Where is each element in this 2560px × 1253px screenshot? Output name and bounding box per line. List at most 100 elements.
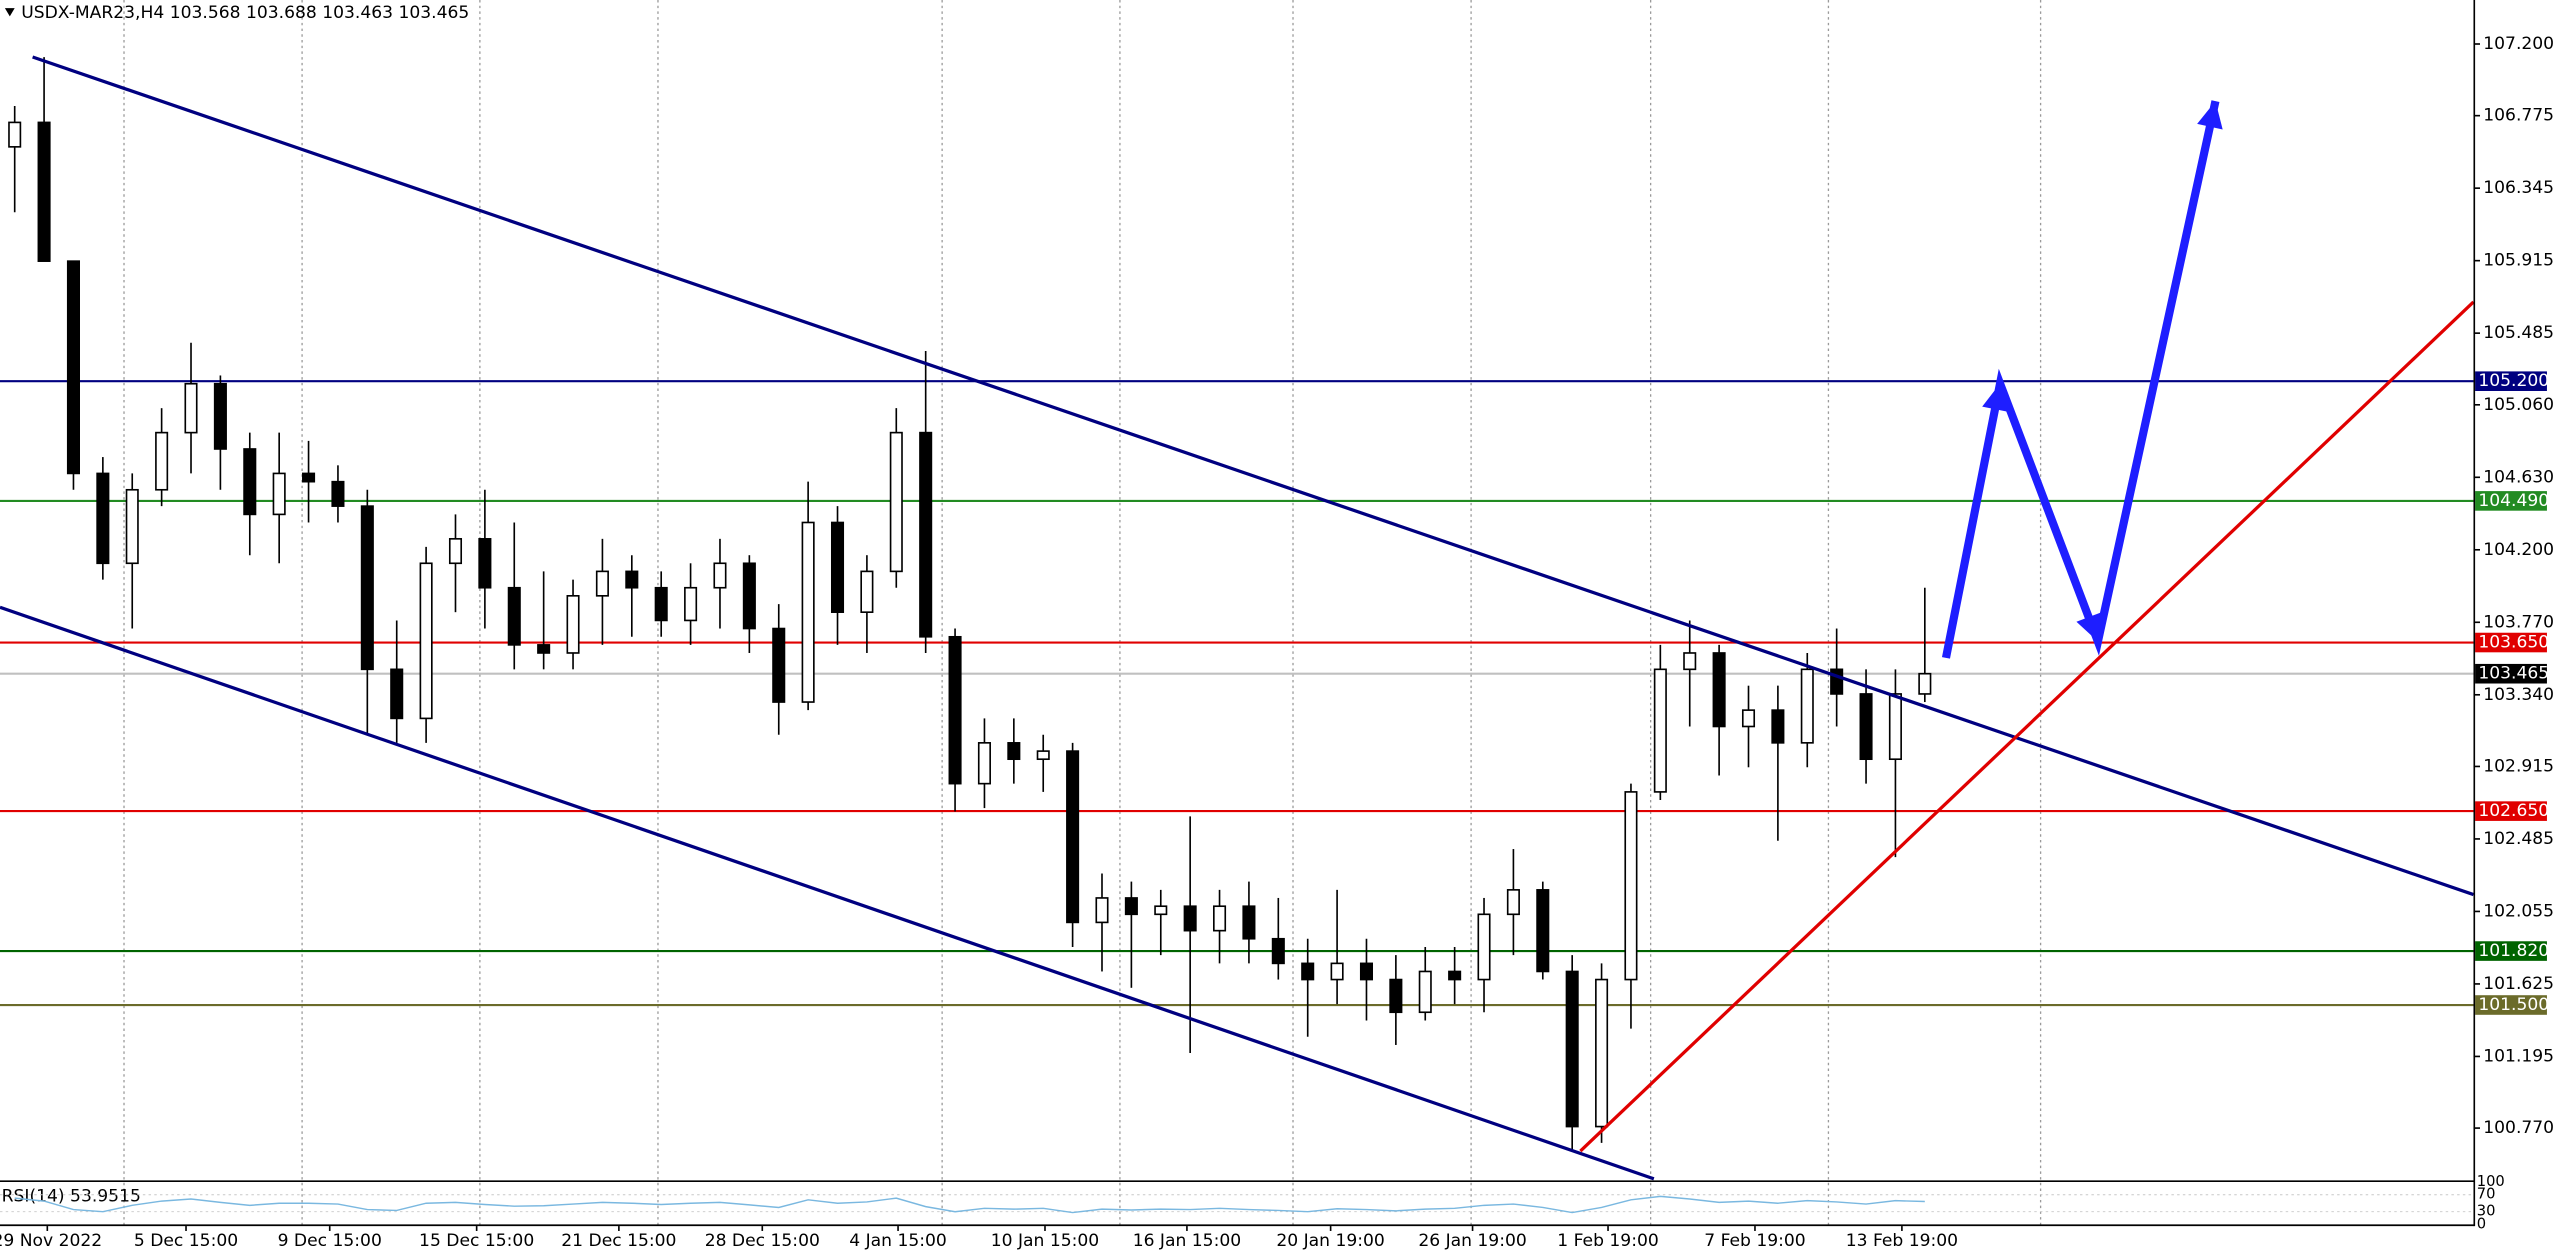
candle-body xyxy=(1007,742,1021,761)
level-label-box xyxy=(2475,801,2547,821)
levels xyxy=(0,380,2474,1007)
x-tick-label: 1 Feb 19:00 xyxy=(1557,1231,1658,1251)
candle-body xyxy=(1712,652,1726,728)
candle-body xyxy=(742,562,756,630)
y-tick-label: 107.200 xyxy=(2483,34,2554,54)
candle-body xyxy=(478,538,492,589)
candle-body xyxy=(537,644,551,654)
candle-body xyxy=(155,431,169,491)
candle-body xyxy=(1771,709,1785,744)
level-label-box xyxy=(2475,995,2547,1015)
candle-body xyxy=(1624,791,1638,981)
candle-body xyxy=(1389,978,1403,1014)
candle-body xyxy=(1271,937,1285,965)
x-tick-label: 10 Jan 15:00 xyxy=(991,1231,1099,1251)
candle-body xyxy=(1565,970,1579,1128)
x-tick-label: 29 Nov 2022 xyxy=(0,1231,102,1251)
candle-body xyxy=(66,260,80,475)
candle-body xyxy=(595,570,609,597)
candle-body xyxy=(243,448,257,516)
level-label-box xyxy=(2475,941,2547,961)
candles xyxy=(8,57,1932,1152)
arrow-head xyxy=(1982,383,2008,412)
y-tick-label: 106.345 xyxy=(2483,178,2554,198)
forecast-arrow xyxy=(1941,100,2220,659)
y-tick-label: 105.485 xyxy=(2483,323,2554,343)
y-tick-label: 101.625 xyxy=(2483,974,2554,994)
candle-body xyxy=(419,562,433,720)
candle-body xyxy=(919,431,933,638)
trendline xyxy=(32,55,2474,897)
candle-body xyxy=(1359,962,1374,981)
candle-body xyxy=(1800,668,1814,744)
candle-body xyxy=(830,521,845,613)
level-label-box xyxy=(2475,491,2547,511)
candle-body xyxy=(889,431,903,573)
candle-body xyxy=(1506,889,1520,916)
x-tick-label: 16 Jan 15:00 xyxy=(1133,1231,1241,1251)
candle-body xyxy=(654,586,668,622)
candle-body xyxy=(1918,672,1932,695)
candle-body xyxy=(684,586,698,622)
candle-body xyxy=(566,595,580,654)
trendline xyxy=(1579,300,2475,1153)
candle-body xyxy=(1154,905,1168,916)
x-tick-label: 5 Dec 15:00 xyxy=(134,1231,238,1251)
candle-body xyxy=(331,480,345,507)
candle-body xyxy=(1183,905,1197,932)
menu-triangle[interactable] xyxy=(4,8,15,17)
candle-body xyxy=(37,121,51,262)
candle-body xyxy=(1124,897,1138,916)
rsi-tick-label: 70 xyxy=(2477,1186,2496,1203)
rsi-label: RSI(14) 53.9515 xyxy=(2,1187,141,1207)
candle-body xyxy=(772,627,786,703)
x-tick-label: 15 Dec 15:00 xyxy=(419,1231,534,1251)
candle-body xyxy=(8,121,22,148)
candle-body xyxy=(1301,962,1315,981)
y-tick-label: 104.200 xyxy=(2483,540,2554,560)
x-tick-label: 28 Dec 15:00 xyxy=(705,1231,820,1251)
x-tick-label: 13 Feb 19:00 xyxy=(1846,1231,1958,1251)
y-tick-label: 105.915 xyxy=(2483,251,2554,271)
x-tick-label: 9 Dec 15:00 xyxy=(278,1231,382,1251)
trendlines xyxy=(0,55,2475,1181)
candle-body xyxy=(1418,970,1432,1014)
level-label: 101.820 xyxy=(2478,941,2549,961)
rsi-tick-label: 0 xyxy=(2477,1215,2486,1232)
candle-body xyxy=(1066,750,1080,924)
candle-body xyxy=(977,742,991,785)
candle-body xyxy=(213,382,227,450)
candle-body xyxy=(448,538,463,565)
axes: 107.200 106.775 106.345 105.915 105.485 105.0… xyxy=(0,34,2554,1251)
candle-body xyxy=(1683,652,1697,671)
candle-body xyxy=(1830,668,1844,695)
rsi-tick-label: 100 xyxy=(2477,1173,2505,1190)
y-tick-label: 100.770 xyxy=(2483,1118,2554,1138)
level-label-box xyxy=(2475,371,2547,391)
candle-body xyxy=(272,472,286,516)
level-label: 105.200 xyxy=(2478,371,2549,391)
candle-body xyxy=(801,521,815,703)
candle-body xyxy=(1859,693,1873,761)
level-label: 104.490 xyxy=(2478,491,2549,511)
y-tick-label: 105.060 xyxy=(2483,395,2554,415)
rsi-line xyxy=(14,1195,1925,1214)
y-tick-label: 102.055 xyxy=(2483,901,2554,921)
y-tick-label: 102.485 xyxy=(2483,829,2554,849)
candle-body xyxy=(1653,668,1667,793)
y-tick-label: 103.770 xyxy=(2483,612,2554,632)
candle-body xyxy=(390,668,404,720)
trendline xyxy=(0,605,1655,1181)
candle-body xyxy=(302,472,316,483)
arrow-head xyxy=(2197,101,2223,130)
level-label-box xyxy=(2475,632,2547,653)
candle-body xyxy=(713,562,727,589)
level-label: 103.650 xyxy=(2478,633,2549,653)
candle-body xyxy=(1741,709,1756,728)
rsi-tick-label: 30 xyxy=(2477,1203,2496,1220)
candle-body xyxy=(1536,889,1550,973)
level-label: 103.465 xyxy=(2478,664,2549,684)
